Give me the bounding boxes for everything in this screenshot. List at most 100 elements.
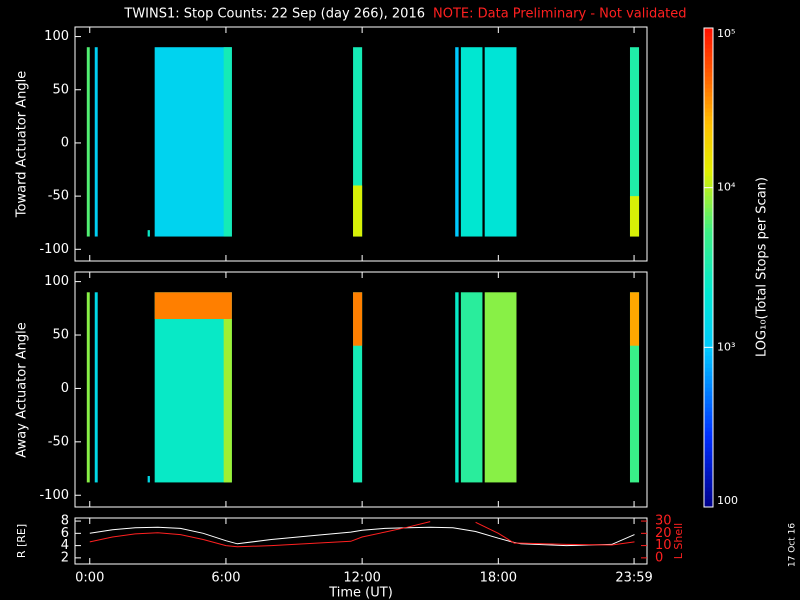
colorbar-swatch	[704, 383, 713, 388]
y-tick-label: 0	[655, 550, 663, 565]
colorbar-swatch	[704, 87, 713, 93]
colorbar-swatch	[704, 479, 713, 484]
colorbar-swatch	[704, 495, 713, 500]
colorbar-swatch	[704, 279, 713, 284]
colorbar-swatch	[704, 155, 713, 161]
colorbar-swatch	[704, 379, 713, 384]
colorbar-swatch	[704, 55, 713, 61]
spectrogram-cell	[223, 47, 232, 237]
colorbar-swatch	[704, 195, 713, 201]
colorbar-tick-label: 100	[717, 494, 738, 507]
x-tick-label: 6:00	[211, 571, 240, 586]
colorbar-swatch	[704, 95, 713, 101]
colorbar-swatch	[704, 291, 713, 296]
colorbar-swatch	[704, 415, 713, 420]
spectrogram-cell	[94, 47, 98, 237]
colorbar-swatch	[704, 31, 713, 37]
colorbar-swatch	[704, 375, 713, 380]
colorbar-swatch	[704, 423, 713, 428]
colorbar-swatch	[704, 307, 713, 312]
colorbar-swatch	[704, 115, 713, 121]
colorbar-swatch	[704, 255, 713, 261]
spectrogram-cell	[154, 292, 232, 319]
colorbar-swatch	[704, 267, 713, 272]
spectrogram-cell	[455, 47, 459, 237]
colorbar-swatch	[704, 451, 713, 456]
colorbar-swatch	[704, 135, 713, 141]
colorbar-swatch	[704, 427, 713, 432]
spectrogram-cell	[460, 292, 483, 483]
colorbar-swatch	[704, 347, 713, 352]
colorbar-swatch	[704, 159, 713, 165]
colorbar-swatch	[704, 151, 713, 157]
colorbar-swatch	[704, 303, 713, 308]
spectrogram-cell	[353, 47, 363, 237]
colorbar-swatch	[704, 99, 713, 105]
orbit-line	[89, 521, 635, 548]
y-axis-label: Toward Actuator Angle	[15, 71, 30, 218]
spectrogram-cell	[629, 47, 640, 237]
colorbar-swatch	[704, 467, 713, 472]
colorbar-swatch	[704, 463, 713, 468]
colorbar-swatch	[704, 251, 713, 257]
colorbar-swatch	[704, 203, 713, 209]
colorbar-swatch	[704, 59, 713, 65]
colorbar-swatch	[704, 311, 713, 316]
colorbar-swatch	[704, 471, 713, 476]
y-tick-label: 8	[61, 514, 69, 529]
colorbar-swatch	[704, 335, 713, 340]
colorbar-tick-label: 10⁴	[717, 181, 736, 194]
colorbar-swatch	[704, 75, 713, 81]
y-tick-label: -100	[39, 242, 69, 257]
colorbar-swatch	[704, 323, 713, 328]
colorbar-swatch	[704, 207, 713, 213]
colorbar-swatch	[704, 287, 713, 292]
y-tick-label: 50	[52, 328, 69, 343]
colorbar-swatch	[704, 147, 713, 153]
spectrogram-cell	[629, 292, 640, 483]
orbit-line	[89, 526, 635, 547]
colorbar-swatch	[704, 483, 713, 488]
colorbar-swatch	[704, 499, 713, 504]
colorbar-swatch	[704, 435, 713, 440]
colorbar-swatch	[704, 331, 713, 336]
colorbar-swatch	[704, 131, 713, 137]
colorbar-swatch	[704, 43, 713, 49]
spectrogram-cell	[484, 47, 517, 237]
colorbar-swatch	[704, 355, 713, 360]
spectrogram-cell	[154, 47, 232, 237]
colorbar-swatch	[704, 83, 713, 89]
spectrogram-cell	[353, 185, 363, 237]
colorbar-swatch	[704, 371, 713, 376]
colorbar-swatch	[704, 187, 713, 193]
spectrogram-cell	[223, 319, 232, 483]
spectrogram-cell	[629, 196, 640, 237]
colorbar-swatch	[704, 175, 713, 181]
colorbar-swatch	[704, 119, 713, 125]
spectrogram-cell	[94, 292, 98, 483]
colorbar-swatch	[704, 367, 713, 372]
x-tick-label: 23:59	[615, 571, 652, 586]
colorbar-swatch	[704, 167, 713, 173]
colorbar-swatch	[704, 71, 713, 77]
spectrogram-cell	[460, 47, 483, 237]
colorbar-swatch	[704, 139, 713, 145]
colorbar-swatch	[704, 339, 713, 344]
chart-note: NOTE: Data Preliminary - Not validated	[433, 7, 687, 22]
spectrogram-cell	[353, 292, 363, 346]
colorbar-swatch	[704, 39, 713, 45]
colorbar-swatch	[704, 275, 713, 280]
y-tick-label: 20	[655, 526, 672, 541]
y-tick-label: -50	[48, 434, 69, 449]
plot-frame	[74, 517, 648, 565]
colorbar-swatch	[704, 439, 713, 444]
colorbar-swatch	[704, 327, 713, 332]
spectrogram-cell	[629, 292, 640, 346]
colorbar-swatch	[704, 295, 713, 300]
colorbar-swatch	[704, 403, 713, 408]
colorbar-swatch	[704, 363, 713, 368]
y-tick-label: 100	[44, 274, 69, 289]
colorbar-swatch	[704, 199, 713, 205]
colorbar-swatch	[704, 259, 713, 265]
colorbar-swatch	[704, 227, 713, 233]
